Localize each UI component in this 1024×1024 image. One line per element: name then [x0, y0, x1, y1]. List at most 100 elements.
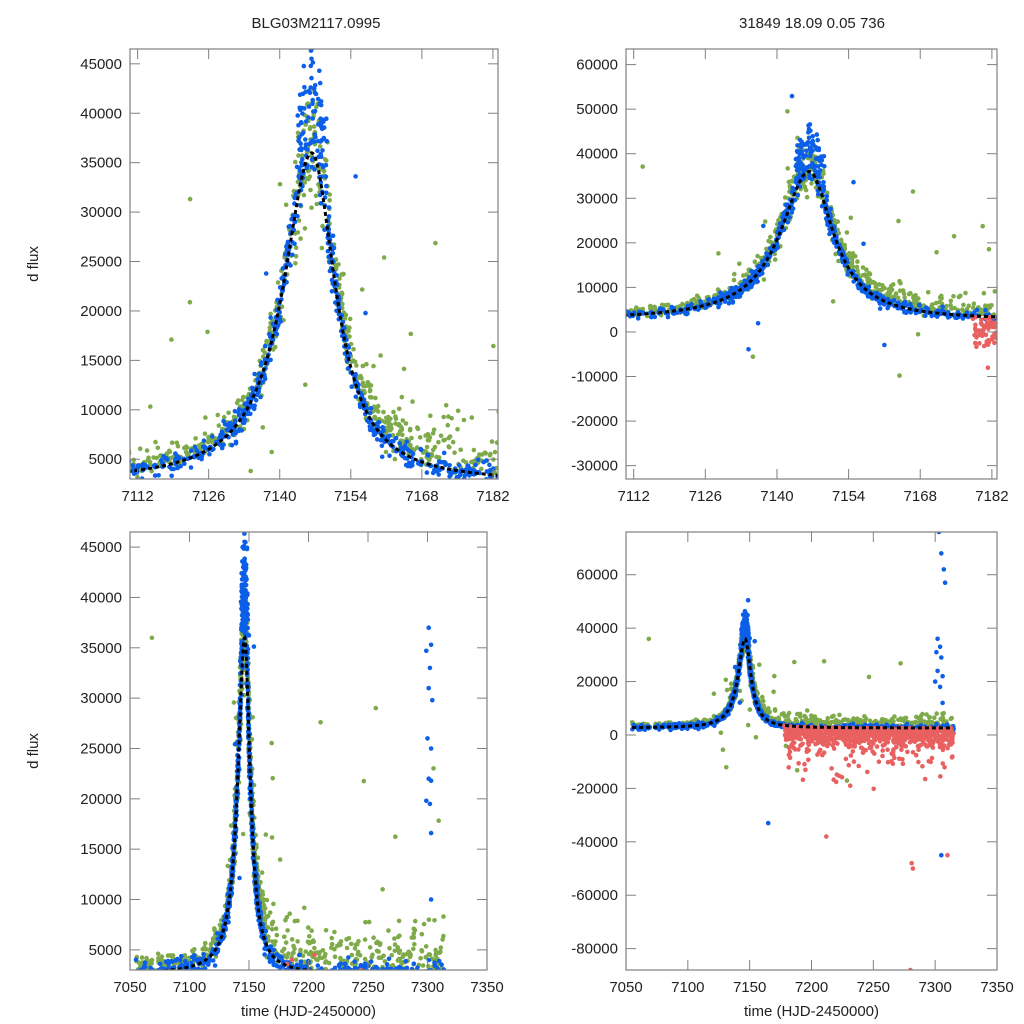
data-point-green [282, 934, 287, 940]
data-point-green [447, 434, 453, 439]
data-point-blue [281, 282, 287, 288]
data-point-blue [404, 439, 410, 445]
data-point-blue [424, 470, 430, 475]
data-point-green [902, 295, 907, 300]
data-point-blue [163, 456, 168, 461]
data-point-green [342, 316, 348, 321]
data-point-blue [885, 305, 890, 311]
data-point-blue [448, 472, 453, 478]
data-point-blue [336, 971, 341, 976]
data-point-green [755, 253, 760, 259]
data-point-green [193, 436, 198, 441]
data-point-green [320, 948, 326, 953]
data-point-green [916, 296, 921, 301]
data-point-blue [652, 314, 658, 320]
data-point-green [269, 740, 275, 746]
data-point-blue [330, 233, 336, 239]
data-point-blue [318, 139, 323, 144]
data-point-blue [312, 132, 318, 137]
data-point-green [153, 972, 158, 977]
data-point-green [295, 130, 301, 136]
data-point-green [148, 404, 153, 409]
data-point-blue [802, 142, 807, 148]
data-point-green [166, 662, 171, 667]
data-point-blue [441, 967, 447, 970]
data-point-green [398, 958, 403, 964]
y-tick-label: 35000 [80, 155, 122, 172]
data-point-blue [391, 973, 396, 978]
data-point-blue [326, 214, 332, 219]
data-point-blue [959, 313, 964, 319]
data-point-blue [916, 302, 922, 308]
data-point-green [248, 468, 253, 474]
data-point-green [169, 440, 175, 446]
data-point-green [412, 918, 418, 924]
data-point-blue [262, 952, 267, 957]
x-tick-label: 7182 [975, 488, 1008, 505]
data-point-blue [410, 974, 415, 979]
data-point-green [441, 914, 446, 919]
data-point-blue [818, 156, 823, 161]
data-point-blue [379, 443, 385, 449]
data-point-green [320, 223, 325, 229]
data-point-blue [321, 125, 327, 130]
data-point-green [308, 125, 313, 130]
data-point-green [897, 373, 902, 378]
data-point-blue [356, 970, 361, 975]
data-point-blue [229, 442, 235, 448]
data-point-green [408, 331, 414, 337]
data-point-green [313, 193, 319, 199]
data-point-green [392, 942, 398, 947]
data-point-blue [357, 404, 363, 410]
data-point-blue [364, 970, 369, 975]
data-point-blue [424, 648, 429, 654]
data-point-green [762, 219, 768, 224]
data-point-blue [262, 946, 267, 952]
data-point-blue [396, 977, 401, 982]
data-point-green [289, 937, 295, 942]
data-point-blue [363, 310, 368, 316]
data-point-blue [465, 466, 471, 471]
data-point-blue [659, 307, 665, 312]
data-point-blue [303, 137, 308, 142]
data-point-green [396, 918, 402, 924]
data-point-green [436, 973, 441, 978]
data-point-green [367, 945, 373, 950]
x-tick-label: 7154 [334, 488, 367, 505]
data-point-blue [881, 302, 887, 307]
data-point-blue [338, 961, 344, 966]
data-point-blue [857, 278, 862, 284]
data-point-blue [404, 972, 409, 977]
data-point-green [409, 435, 414, 441]
data-point-green [809, 181, 814, 186]
data-point-blue [885, 296, 890, 302]
data-point-green [867, 271, 873, 277]
data-point-blue [487, 469, 493, 474]
data-point-blue [767, 246, 773, 251]
data-point-green [403, 421, 409, 426]
data-point-green [665, 302, 671, 308]
data-point-green [393, 416, 399, 422]
data-point-green [895, 295, 901, 301]
data-point-blue [248, 778, 254, 784]
data-point-blue [353, 974, 358, 979]
data-point-green [363, 919, 368, 925]
data-point-blue [301, 63, 307, 69]
data-point-blue [298, 959, 304, 964]
data-point-blue [306, 88, 312, 94]
panel-bottom-right: 7050 7100 7150 7200 7250 7300 7350-80000-60000… [571, 531, 1014, 1020]
data-point-green [392, 948, 398, 954]
data-point-green [401, 366, 407, 372]
data-point-blue [473, 462, 478, 468]
data-point-green [212, 926, 217, 931]
data-point-blue [250, 842, 256, 847]
data-point-blue [388, 966, 394, 970]
y-tick-label: -10000 [571, 369, 618, 386]
data-point-green [293, 245, 299, 250]
data-point-green [154, 455, 159, 461]
data-point-blue [380, 971, 385, 976]
data-point-green [824, 190, 830, 196]
data-point-green [270, 775, 276, 781]
data-point-green [419, 948, 424, 953]
data-point-green [720, 747, 726, 752]
